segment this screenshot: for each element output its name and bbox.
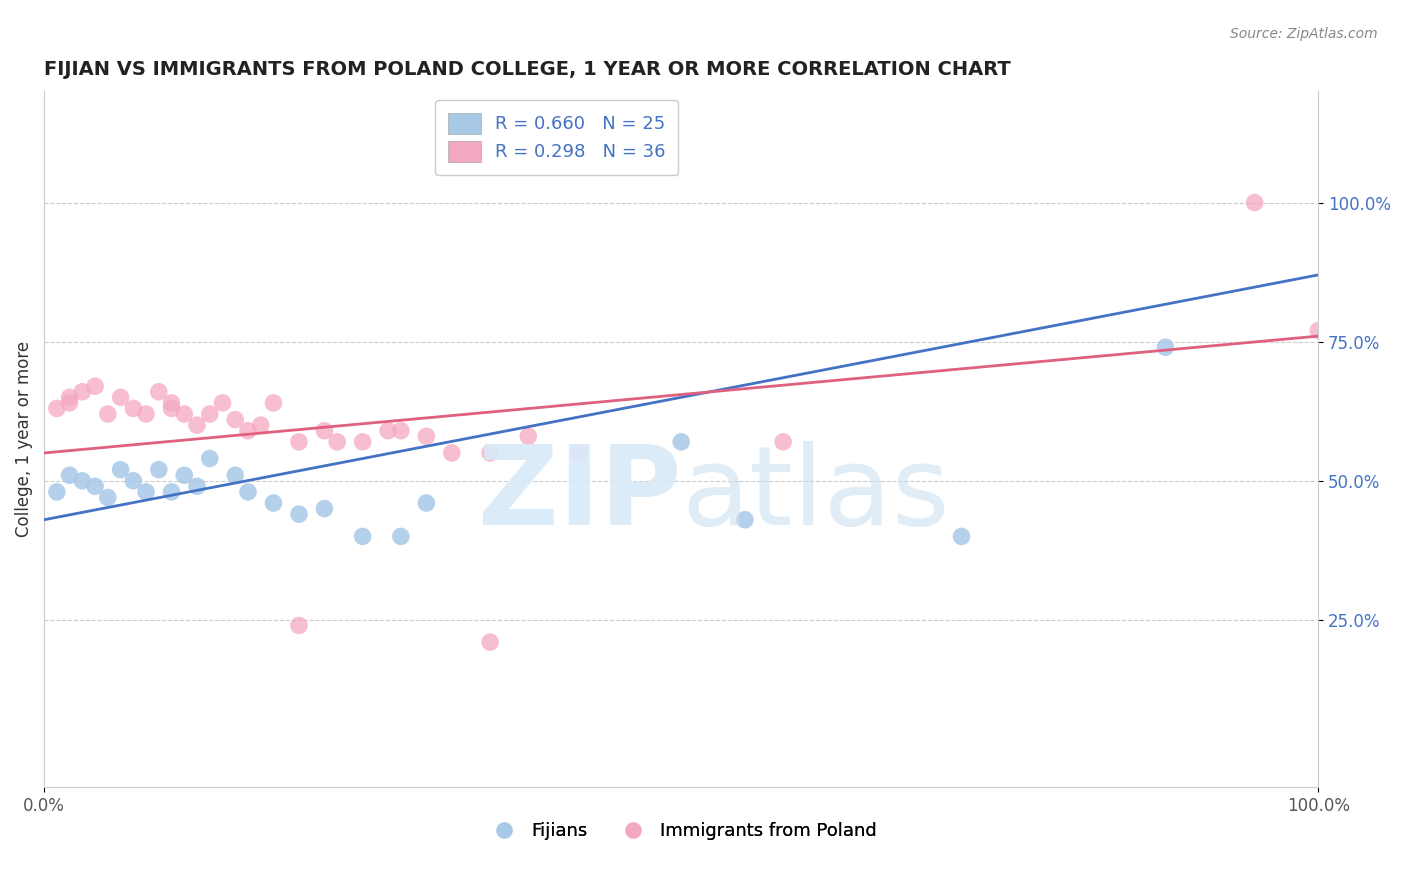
- Point: [110, 390, 132, 404]
- Point: [734, 513, 756, 527]
- Point: [314, 424, 336, 438]
- Point: [186, 479, 208, 493]
- Point: [58, 468, 80, 483]
- Point: [249, 418, 271, 433]
- Point: [224, 412, 246, 426]
- Point: [160, 396, 183, 410]
- Point: [186, 418, 208, 433]
- Point: [288, 507, 311, 521]
- Point: [389, 424, 412, 438]
- Text: Source: ZipAtlas.com: Source: ZipAtlas.com: [1230, 27, 1378, 41]
- Point: [198, 407, 221, 421]
- Point: [148, 463, 170, 477]
- Point: [288, 434, 311, 449]
- Point: [236, 484, 259, 499]
- Point: [415, 429, 437, 443]
- Point: [479, 446, 502, 460]
- Point: [122, 401, 145, 416]
- Text: ZIP: ZIP: [478, 442, 681, 549]
- Point: [1308, 324, 1330, 338]
- Point: [440, 446, 463, 460]
- Point: [236, 424, 259, 438]
- Point: [58, 396, 80, 410]
- Point: [72, 474, 94, 488]
- Point: [160, 484, 183, 499]
- Point: [389, 529, 412, 543]
- Point: [135, 484, 157, 499]
- Point: [377, 424, 399, 438]
- Point: [211, 396, 233, 410]
- Point: [122, 474, 145, 488]
- Point: [45, 401, 67, 416]
- Point: [84, 379, 107, 393]
- Point: [669, 434, 692, 449]
- Point: [173, 468, 195, 483]
- Point: [352, 529, 374, 543]
- Point: [568, 446, 591, 460]
- Text: atlas: atlas: [681, 442, 949, 549]
- Point: [198, 451, 221, 466]
- Point: [288, 618, 311, 632]
- Text: FIJIAN VS IMMIGRANTS FROM POLAND COLLEGE, 1 YEAR OR MORE CORRELATION CHART: FIJIAN VS IMMIGRANTS FROM POLAND COLLEGE…: [44, 60, 1011, 78]
- Point: [262, 496, 284, 510]
- Point: [110, 463, 132, 477]
- Point: [517, 429, 540, 443]
- Point: [173, 407, 195, 421]
- Point: [1243, 195, 1265, 210]
- Point: [479, 635, 502, 649]
- Point: [950, 529, 973, 543]
- Y-axis label: College, 1 year or more: College, 1 year or more: [15, 341, 32, 537]
- Point: [58, 390, 80, 404]
- Point: [72, 384, 94, 399]
- Point: [84, 479, 107, 493]
- Point: [326, 434, 349, 449]
- Point: [262, 396, 284, 410]
- Point: [148, 384, 170, 399]
- Point: [224, 468, 246, 483]
- Point: [1154, 340, 1177, 354]
- Point: [352, 434, 374, 449]
- Point: [772, 434, 794, 449]
- Legend: Fijians, Immigrants from Poland: Fijians, Immigrants from Poland: [479, 815, 883, 847]
- Point: [314, 501, 336, 516]
- Point: [97, 407, 120, 421]
- Point: [160, 401, 183, 416]
- Point: [135, 407, 157, 421]
- Point: [415, 496, 437, 510]
- Point: [97, 491, 120, 505]
- Point: [45, 484, 67, 499]
